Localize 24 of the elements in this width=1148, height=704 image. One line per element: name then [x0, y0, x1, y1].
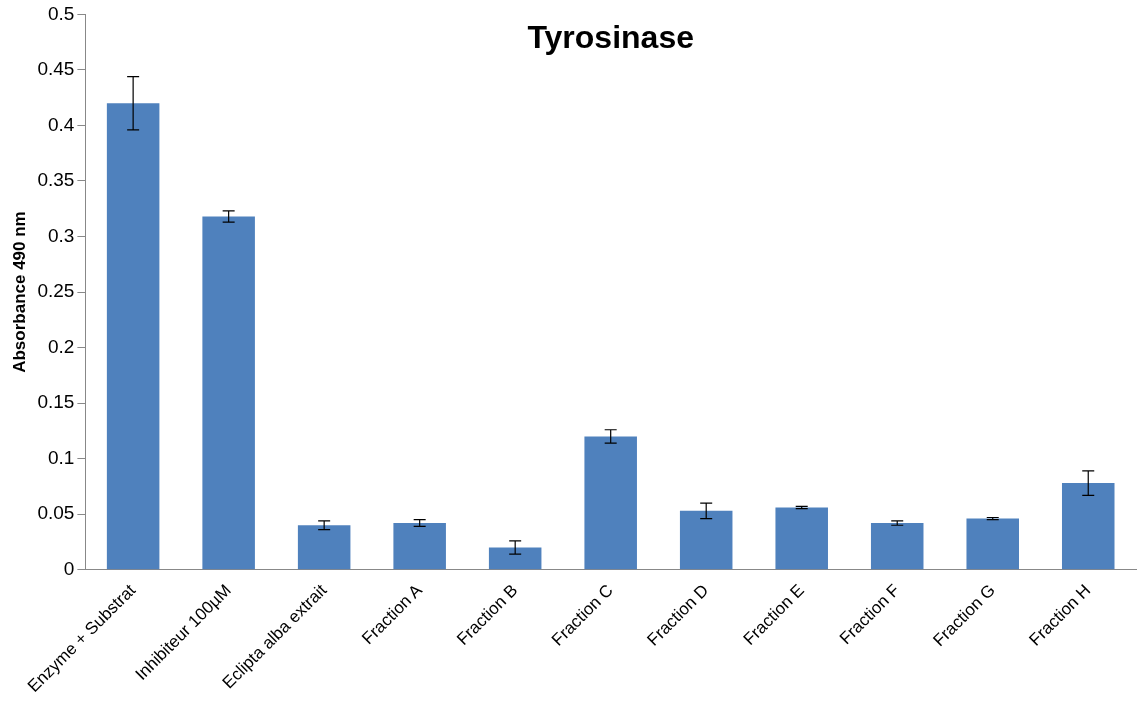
y-tick-label: 0.2 — [47, 335, 75, 357]
y-tick-label: 0.05 — [37, 502, 75, 524]
bar — [775, 507, 828, 570]
bar — [202, 216, 255, 570]
y-axis-title: Absorbance 490 nm — [9, 211, 29, 373]
y-tick-label: 0.25 — [37, 280, 75, 302]
bar — [1061, 483, 1115, 570]
bar — [106, 103, 160, 570]
y-tick-label: 0.15 — [37, 391, 75, 413]
y-tick-label: 0.1 — [47, 446, 75, 468]
y-tick-label: 0 — [63, 557, 75, 579]
y-tick-label: 0.45 — [37, 58, 75, 80]
bar — [488, 547, 542, 570]
bar — [870, 523, 924, 570]
y-tick-label: 0.3 — [47, 224, 75, 246]
bar — [393, 523, 446, 570]
chart-title: Tyrosinase — [527, 19, 694, 56]
bar — [297, 525, 351, 570]
y-tick-label: 0.35 — [37, 169, 75, 191]
bar — [584, 436, 637, 570]
y-tick-label: 0.5 — [47, 2, 75, 24]
bar — [679, 510, 733, 570]
y-tick-label: 0.4 — [47, 113, 75, 135]
bar — [966, 518, 1019, 570]
